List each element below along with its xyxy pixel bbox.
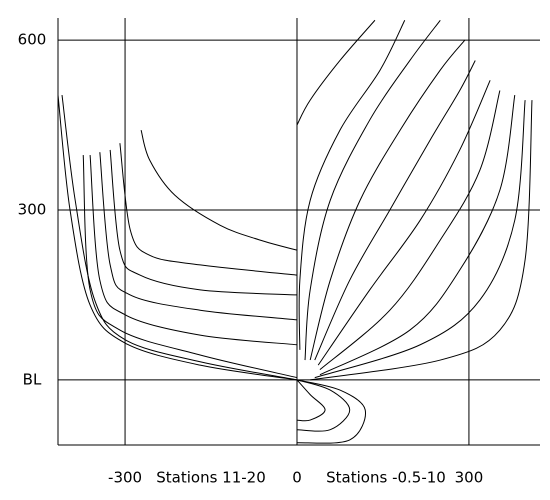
station-line [304, 19, 441, 361]
y-tick-label: 300 [18, 200, 47, 218]
y-tick-label: 600 [18, 31, 47, 49]
y-tick-label: BL [23, 370, 42, 388]
station-line [310, 100, 533, 381]
x-tick-label: -300 [108, 469, 142, 487]
station-line [314, 100, 526, 379]
station-line [319, 90, 501, 371]
station-line [309, 39, 466, 361]
annotation: Stations -0.5-10 [326, 469, 446, 487]
station-line [314, 60, 476, 361]
station-line [319, 94, 516, 376]
station-line [61, 94, 298, 381]
x-tick-label: 300 [455, 469, 484, 487]
station-line [82, 155, 298, 379]
station-line [317, 80, 491, 366]
station-line [57, 94, 298, 381]
station-line [109, 149, 298, 296]
station-line [99, 152, 298, 321]
station-line [298, 20, 406, 350]
station-line [119, 143, 298, 276]
station-line [296, 379, 326, 422]
station-line [140, 129, 298, 251]
annotation: Stations 11-20 [156, 469, 266, 487]
station-line [89, 155, 298, 346]
station-line [296, 379, 366, 444]
x-tick-label: 0 [292, 469, 302, 487]
station-line [296, 19, 376, 126]
station-line [296, 379, 351, 432]
